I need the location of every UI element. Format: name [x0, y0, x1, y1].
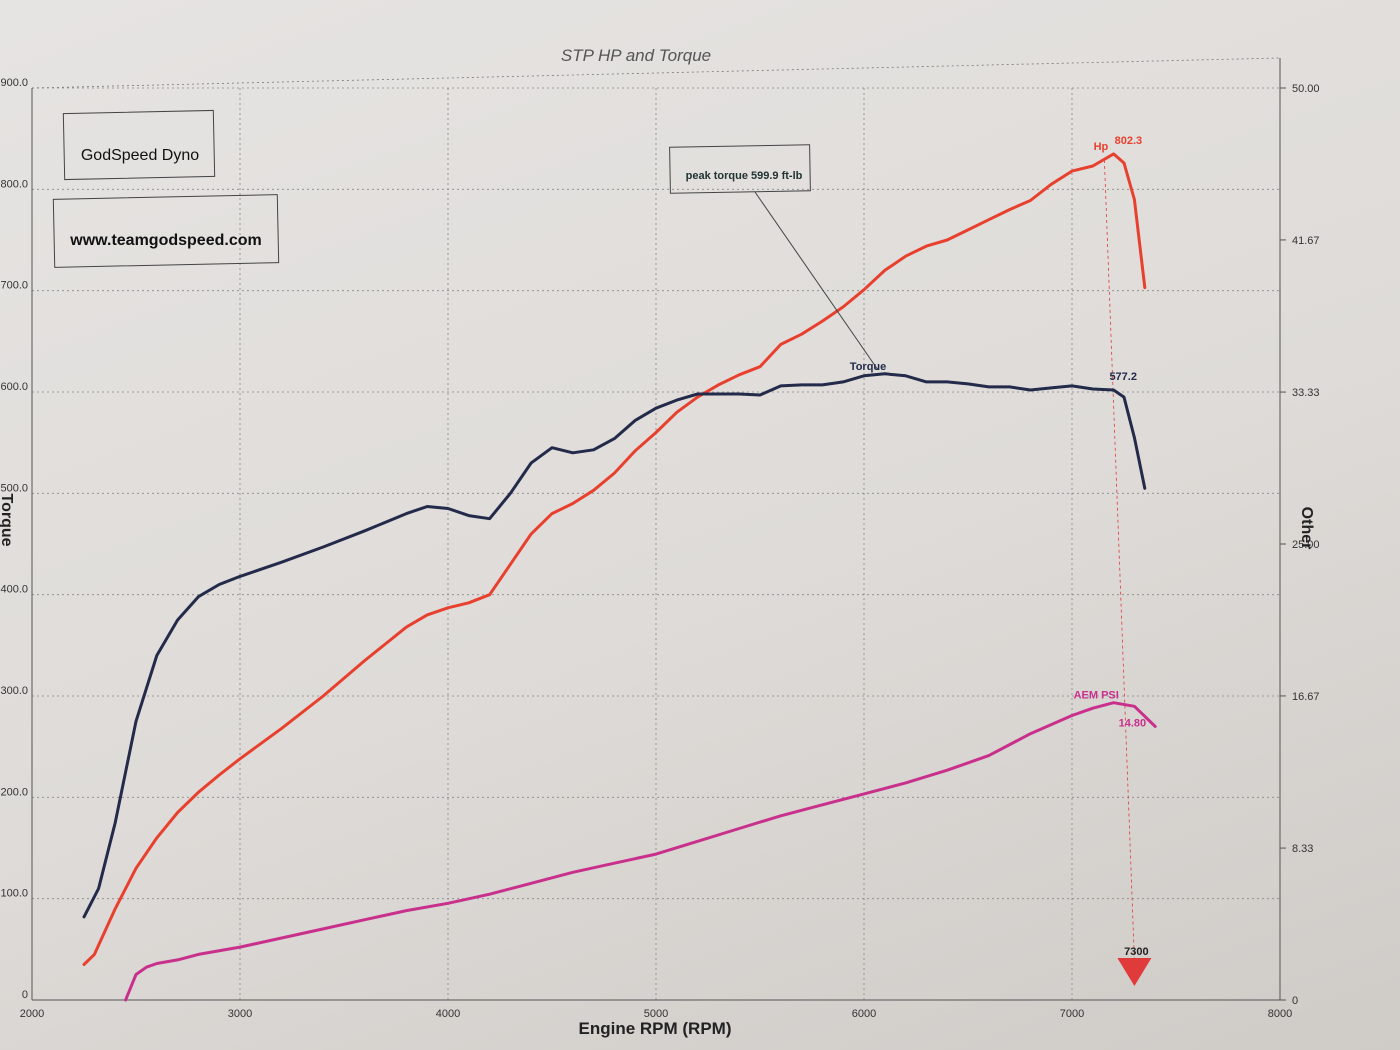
y-tick-label: 400.0	[0, 584, 28, 596]
y-tick-label: 300.0	[0, 685, 28, 697]
x-axis-label: Engine RPM (RPM)	[579, 1019, 732, 1038]
y-tick-label: 0	[22, 989, 28, 1001]
y2-axis-label: Other	[1298, 507, 1315, 550]
y2-tick-label: 25.00	[1292, 539, 1320, 551]
company-name: GodSpeed Dyno	[81, 147, 199, 164]
y2-tick-label: 41.67	[1292, 235, 1320, 247]
x-tick-label: 2000	[20, 1008, 44, 1020]
rpm-cursor-label: 7300	[1124, 946, 1148, 958]
rpm-cursor-marker	[1117, 958, 1152, 986]
x-tick-label: 6000	[852, 1008, 876, 1020]
y-tick-label: 700.0	[0, 280, 28, 292]
company-box: GodSpeed Dyno	[62, 109, 216, 181]
website-url: www.teamgodspeed.com	[69, 232, 261, 249]
chart-annotations: STP HP and Torque Engine RPM (RPM) Torqu…	[0, 46, 1315, 1038]
aem-psi-peak-label: 14.80	[1119, 718, 1147, 730]
y2-tick-label: 33.33	[1292, 387, 1320, 399]
y2-tick-label: 16.67	[1292, 691, 1320, 703]
y-tick-label: 500.0	[0, 482, 28, 494]
torque-series-name: Torque	[850, 361, 886, 373]
series-layer	[82, 152, 1157, 1002]
torque-end-label: 577.2	[1109, 371, 1137, 383]
peak-torque-callout: peak torque 599.9 ft-lb	[669, 144, 879, 371]
website-box: www.teamgodspeed.com	[52, 194, 280, 268]
top-gridline	[31, 57, 1281, 89]
y2-tick-label: 50.00	[1292, 83, 1320, 95]
torque-line	[82, 372, 1147, 919]
y-tick-label: 600.0	[0, 381, 28, 393]
peak-torque-callout-text: peak torque 599.9 ft-lb	[686, 170, 803, 182]
y-tick-label: 800.0	[0, 178, 28, 190]
chart-axes: 2000 3000 4000 5000 6000 7000 80000100.0200.03…	[0, 58, 1320, 1020]
x-tick-label: 3000	[228, 1008, 252, 1020]
y-axis-label: Torque	[0, 493, 15, 546]
y-tick-label: 100.0	[0, 888, 28, 900]
y-tick-label: 900.0	[0, 77, 28, 89]
aem-psi-series-name: AEM PSI	[1074, 690, 1119, 702]
y2-tick-label: 8.33	[1292, 843, 1313, 855]
hp-line	[82, 152, 1147, 966]
y2-tick-label: 0	[1292, 995, 1298, 1007]
chart-title: STP HP and Torque	[561, 46, 711, 65]
chart-grid	[31, 57, 1281, 1001]
rpm-cursor-line	[1104, 159, 1135, 961]
x-tick-label: 8000	[1268, 1008, 1292, 1020]
x-tick-label: 4000	[436, 1008, 460, 1020]
hp-peak-label: 802.3	[1115, 135, 1143, 147]
aem-psi-line	[124, 701, 1157, 1002]
x-tick-label: 5000	[644, 1008, 668, 1020]
y-tick-label: 200.0	[0, 786, 28, 798]
hp-series-name: Hp	[1094, 141, 1109, 153]
x-tick-label: 7000	[1060, 1008, 1084, 1020]
